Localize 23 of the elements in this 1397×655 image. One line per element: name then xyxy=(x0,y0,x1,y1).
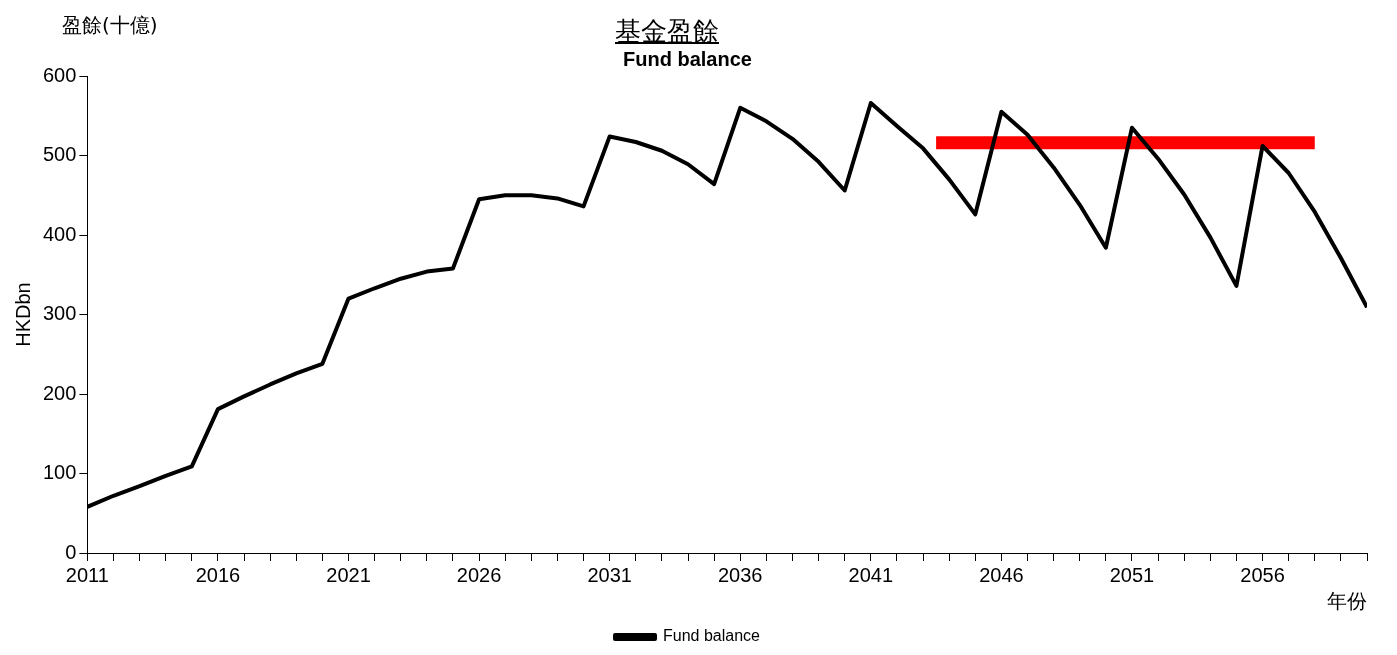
x-tick-label: 2016 xyxy=(195,563,241,586)
x-tick-label: 2026 xyxy=(456,563,502,586)
x-tick-label: 2051 xyxy=(1109,563,1155,586)
x-tick-label: 2056 xyxy=(1240,563,1285,586)
x-tick-label: 2046 xyxy=(979,563,1024,586)
y-tick-label: 200 xyxy=(42,381,77,404)
legend-label: Fund balance xyxy=(663,627,761,645)
y-tick-label: 600 xyxy=(42,63,77,86)
chart-title: 基金盈餘 xyxy=(615,16,719,46)
y-tick-label: 100 xyxy=(42,461,77,484)
x-tick-label: 2036 xyxy=(717,563,763,586)
x-tick-label: 2031 xyxy=(587,563,632,586)
y-axis-title: HKDbn xyxy=(11,282,34,347)
y-tick-label: 400 xyxy=(42,222,77,245)
chart-subtitle: Fund balance xyxy=(623,47,752,70)
x-tick-label: 2021 xyxy=(326,563,371,586)
x-axis-title: 年份 xyxy=(1327,589,1367,614)
x-tick-label: 2041 xyxy=(848,563,894,586)
y-tick-label: 500 xyxy=(42,143,77,166)
x-tick-label: 2011 xyxy=(65,563,109,586)
text: 盈餘(十億) xyxy=(62,12,158,39)
y-tick-label: 0 xyxy=(65,540,77,563)
y-tick-label: 300 xyxy=(42,302,77,325)
